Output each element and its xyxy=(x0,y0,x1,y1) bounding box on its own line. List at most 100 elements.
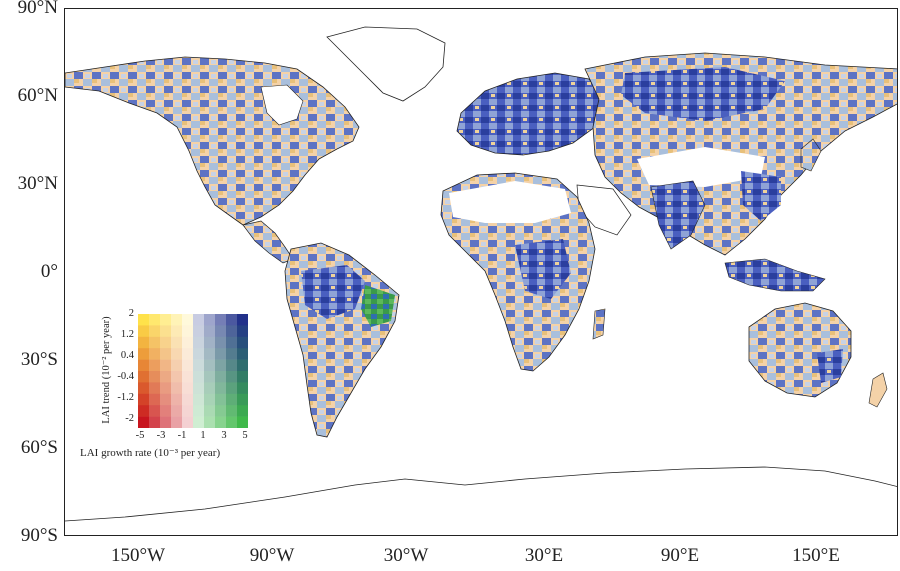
east-china-blue xyxy=(741,171,781,221)
legend-cell xyxy=(171,336,183,349)
legend-x-label: LAI growth rate (10⁻³ per year) xyxy=(80,447,221,459)
legend-cell xyxy=(160,371,172,383)
legend-cell xyxy=(237,325,248,338)
amazon-blue xyxy=(301,265,365,319)
lat-label-90s: 90°S xyxy=(20,525,58,546)
legend-cell xyxy=(138,382,150,395)
lon-label-150w: 150°W xyxy=(110,545,166,566)
legend-cell xyxy=(138,359,150,372)
legend-y-tick-neg-2: -2 xyxy=(125,413,134,424)
siberia-blue xyxy=(621,67,785,121)
legend-cell xyxy=(237,348,248,360)
lon-label-30w: 30°W xyxy=(383,545,429,566)
legend-cell xyxy=(215,382,227,395)
legend-cell xyxy=(215,325,227,338)
legend-cell xyxy=(171,325,183,338)
legend-cell xyxy=(182,405,194,417)
legend-cell xyxy=(138,416,150,428)
map-frame xyxy=(64,8,898,536)
europe xyxy=(456,72,606,156)
legend-cell xyxy=(160,314,172,326)
legend-cell xyxy=(149,416,161,428)
new-zealand xyxy=(868,372,888,408)
legend-cell xyxy=(160,393,172,406)
madagascar xyxy=(592,308,606,340)
legend-cell xyxy=(149,359,161,372)
legend-cell xyxy=(171,416,183,428)
legend-cell xyxy=(149,371,161,383)
legend-y-tick-neg-1-2: -1.2 xyxy=(117,392,134,403)
australia xyxy=(748,302,852,398)
legend-x-tick-5: 5 xyxy=(242,430,248,441)
legend-cell xyxy=(215,348,227,360)
legend-cell xyxy=(226,416,238,428)
world-map xyxy=(65,26,897,522)
legend-cell xyxy=(237,359,248,372)
lon-label-30e: 30°E xyxy=(524,545,564,566)
legend-cell xyxy=(149,348,161,360)
legend-x-tick-neg-1: -1 xyxy=(177,430,187,441)
lat-label-30s: 30°S xyxy=(20,349,58,370)
legend-cell xyxy=(193,371,205,383)
legend-y-tick-2: 2 xyxy=(128,308,134,319)
legend-cell xyxy=(171,393,183,406)
legend-x-tick-neg-3: -3 xyxy=(156,430,166,441)
lat-label-90n: 90°N xyxy=(17,0,58,18)
legend-cell xyxy=(226,336,238,349)
legend-cell xyxy=(204,416,216,428)
legend-cell xyxy=(215,359,227,372)
legend-cell xyxy=(193,325,205,338)
antarctica xyxy=(65,466,897,522)
hudson-bay xyxy=(260,84,304,126)
legend-cell xyxy=(215,416,227,428)
legend-x-tick-1: 1 xyxy=(200,430,206,441)
legend-cell xyxy=(182,393,194,406)
legend-x-tick-neg-5: -5 xyxy=(135,430,145,441)
legend-cell xyxy=(193,382,205,395)
legend-cell xyxy=(226,314,238,326)
legend-cell xyxy=(226,348,238,360)
greenland xyxy=(326,26,446,102)
legend-cell xyxy=(149,382,161,395)
central-america xyxy=(242,220,294,264)
legend-cell xyxy=(204,325,216,338)
legend-cell xyxy=(193,348,205,360)
legend-y-label: LAI trend (10⁻² per year) xyxy=(101,316,112,424)
africa xyxy=(440,172,596,372)
legend-cell xyxy=(160,416,172,428)
legend-cell xyxy=(215,405,227,417)
legend-cell xyxy=(149,405,161,417)
legend-cell xyxy=(193,314,205,326)
legend-cell xyxy=(215,393,227,406)
legend-cell xyxy=(182,325,194,338)
legend-cell xyxy=(182,348,194,360)
legend-cell xyxy=(193,393,205,406)
legend-cell xyxy=(138,371,150,383)
brazil-green xyxy=(361,285,395,327)
legend-cell xyxy=(171,405,183,417)
legend-cell xyxy=(182,416,194,428)
legend-cell xyxy=(160,336,172,349)
legend-cell xyxy=(204,405,216,417)
legend-cell xyxy=(138,348,150,360)
legend-cell xyxy=(171,359,183,372)
legend-cell xyxy=(226,359,238,372)
legend-cell xyxy=(138,393,150,406)
legend-cell xyxy=(204,314,216,326)
legend-color-grid xyxy=(138,314,248,428)
legend-cell xyxy=(237,393,248,406)
southeast-asia-islands xyxy=(724,258,826,292)
central-asia-desert xyxy=(637,147,765,187)
legend-cell xyxy=(171,348,183,360)
legend-cell xyxy=(149,325,161,338)
legend-cell xyxy=(215,371,227,383)
legend-cell xyxy=(226,371,238,383)
legend-cell xyxy=(237,382,248,395)
legend-cell xyxy=(149,336,161,349)
legend-x-tick-3: 3 xyxy=(221,430,227,441)
sahara xyxy=(449,181,571,223)
legend-cell xyxy=(160,382,172,395)
legend-cell xyxy=(204,348,216,360)
legend-cell xyxy=(160,325,172,338)
legend-cell xyxy=(226,382,238,395)
